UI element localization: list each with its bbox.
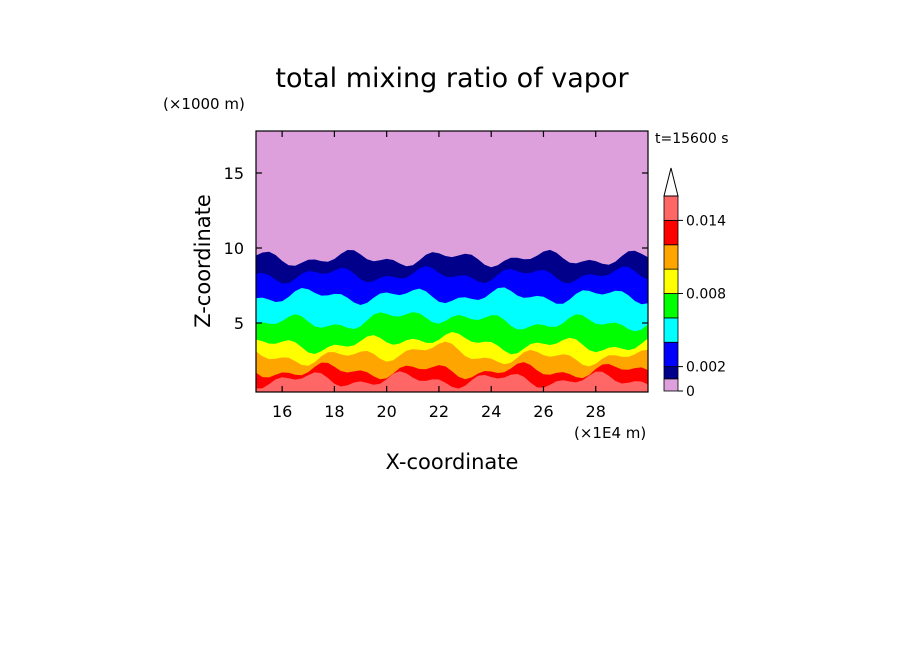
colorbar-label: 0.014 bbox=[686, 213, 726, 229]
x-tick-label: 16 bbox=[272, 402, 292, 421]
y-axis: 5 10 15 bbox=[224, 164, 648, 333]
chart-title: total mixing ratio of vapor bbox=[275, 63, 629, 94]
colorbar-swatch bbox=[663, 366, 679, 380]
y-tick-label: 10 bbox=[224, 239, 244, 258]
x-tick-label: 26 bbox=[533, 402, 553, 421]
colorbar-swatch bbox=[663, 293, 679, 319]
x-tick-label: 18 bbox=[324, 402, 344, 421]
x-tick-label: 28 bbox=[586, 402, 606, 421]
colorbar-swatch bbox=[663, 378, 679, 392]
colorbar-swatch bbox=[663, 244, 679, 270]
y-unit-label: (×1000 m) bbox=[163, 95, 245, 113]
colorbar-swatch bbox=[663, 195, 679, 221]
x-tick-label: 22 bbox=[429, 402, 449, 421]
colorbar-swatch bbox=[663, 317, 679, 343]
y-tick-label: 5 bbox=[234, 314, 244, 333]
y-tick-label: 15 bbox=[224, 164, 244, 183]
colorbar-label: 0.002 bbox=[686, 360, 726, 376]
colorbar-label: 0 bbox=[686, 384, 695, 400]
colorbar: 0 0.002 0.008 0.014 bbox=[663, 167, 726, 400]
x-tick-label: 20 bbox=[376, 402, 396, 421]
contour-band-8 bbox=[256, 371, 648, 392]
colorbar-swatch bbox=[663, 341, 679, 368]
x-unit-label: (×1E4 m) bbox=[574, 424, 646, 442]
colorbar-swatch bbox=[663, 268, 679, 294]
plot-frame bbox=[255, 130, 649, 393]
y-axis-label: Z-coordinate bbox=[191, 194, 215, 328]
colorbar-swatch bbox=[663, 219, 679, 246]
contour-field bbox=[256, 131, 648, 392]
x-axis: 16 18 20 22 24 26 28 bbox=[272, 131, 606, 421]
colorbar-extend-arrow bbox=[663, 167, 679, 197]
x-tick-label: 24 bbox=[481, 402, 501, 421]
colorbar-label: 0.008 bbox=[686, 287, 726, 303]
x-axis-label: X-coordinate bbox=[386, 450, 519, 474]
time-label: t=15600 s bbox=[655, 131, 729, 147]
